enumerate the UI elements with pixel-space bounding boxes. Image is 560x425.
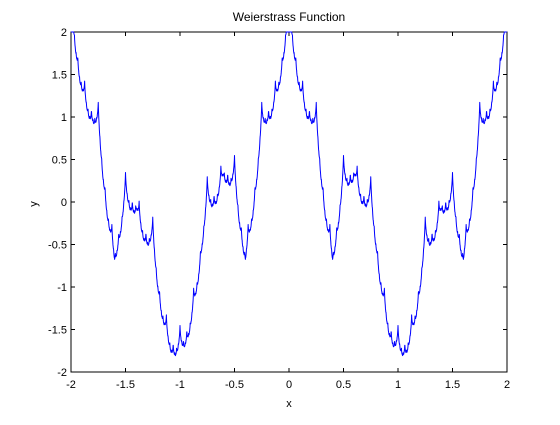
y-tick-label: 1.5 (52, 70, 67, 82)
y-tick-label: -1 (57, 282, 67, 294)
y-tick-label: 1 (61, 112, 67, 124)
x-tick-label: 0.5 (336, 379, 351, 391)
x-tick-label: 1.5 (445, 379, 460, 391)
x-axis-label: x (286, 398, 292, 410)
y-axis-ticks: -2 -1.5 -1 -0.5 0 0.5 1 1.5 2 (48, 27, 507, 379)
y-tick-label: 2 (61, 27, 67, 39)
x-tick-label: 1 (395, 379, 401, 391)
plot-area (70, 31, 508, 373)
y-tick-label: -0.5 (48, 240, 67, 252)
x-tick-label: -1 (175, 379, 185, 391)
x-tick-label: 0 (286, 379, 292, 391)
y-tick-label: 0.5 (52, 155, 67, 167)
x-tick-label: -1.5 (116, 379, 135, 391)
x-tick-label: -2 (66, 379, 76, 391)
y-tick-label: 0 (61, 197, 67, 209)
x-tick-label: -0.5 (225, 379, 244, 391)
series-line (70, 31, 508, 357)
chart-title: Weierstrass Function (233, 10, 345, 24)
y-axis-label: y (28, 201, 40, 207)
x-axis-ticks: -2 -1.5 -1 -0.5 0 0.5 1 1.5 2 (66, 32, 510, 391)
y-tick-label: -2 (57, 367, 67, 379)
y-tick-label: -1.5 (48, 325, 67, 337)
x-tick-label: 2 (504, 379, 510, 391)
